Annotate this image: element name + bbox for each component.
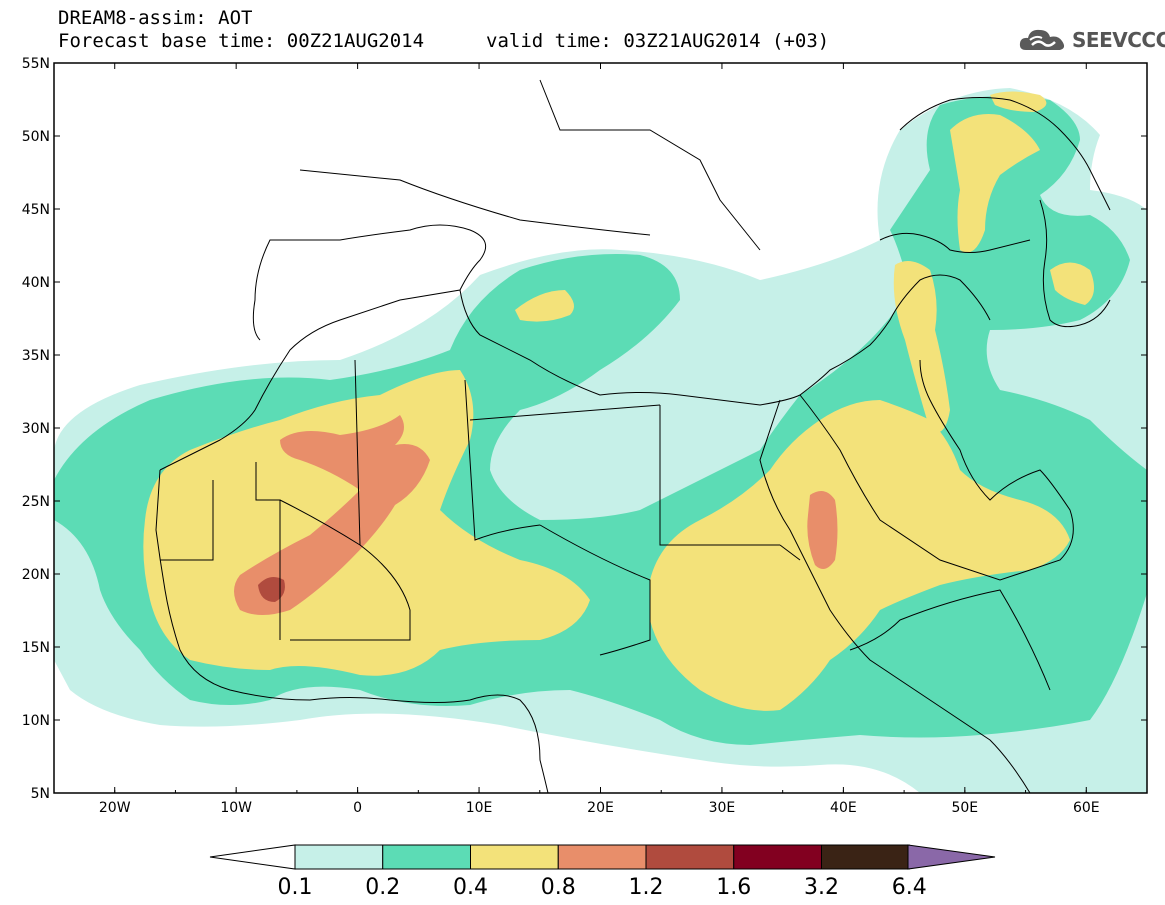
colorbar-over-arrow bbox=[907, 844, 996, 870]
colorbar-label: 6.4 bbox=[892, 875, 927, 900]
lat-tick-label: 10N bbox=[22, 713, 50, 729]
lon-tick-label: 60E bbox=[1073, 800, 1100, 816]
colorbar: 0.1 0.2 0.4 0.8 1.2 1.6 3.2 6.4 bbox=[209, 844, 996, 900]
lon-tick-label: 20W bbox=[99, 800, 131, 816]
coastlines bbox=[155, 97, 1111, 793]
country-borders bbox=[160, 79, 1051, 691]
lat-tick-label: 50N bbox=[22, 129, 50, 145]
lon-tick-label: 50E bbox=[951, 800, 978, 816]
lat-tick-label: 35N bbox=[22, 348, 50, 364]
lat-tick-label: 30N bbox=[22, 421, 50, 437]
colorbar-box bbox=[733, 844, 822, 870]
aot-level-0.8 bbox=[234, 415, 838, 615]
seevccc-logo: SEEVCCC bbox=[1018, 25, 1165, 55]
colorbar-label: 0.8 bbox=[541, 875, 576, 900]
colorbar-box bbox=[557, 844, 647, 870]
map-title: DREAM8-assim: AOT bbox=[58, 7, 253, 29]
latitude-axis: 55N 50N 45N 40N 35N 30N 25N 20N 15N 10N 5N bbox=[22, 56, 1147, 802]
base-time-text: Forecast base time: 00Z21AUG2014 bbox=[58, 30, 425, 52]
lat-tick-label: 45N bbox=[22, 202, 50, 218]
valid-time-text: valid time: 03Z21AUG2014 (+03) bbox=[486, 30, 830, 52]
longitude-axis: 20W 10W 0 10E 20E 30E 40E 50E 60E bbox=[53, 63, 1148, 816]
lat-tick-label: 20N bbox=[22, 567, 50, 583]
logo-text: SEEVCCC bbox=[1072, 28, 1165, 52]
lon-tick-label: 40E bbox=[830, 800, 857, 816]
lon-tick-label: 20E bbox=[587, 800, 614, 816]
colorbar-box bbox=[294, 844, 384, 870]
colorbar-label: 0.4 bbox=[453, 875, 488, 900]
colorbar-box bbox=[645, 844, 735, 870]
colorbar-label: 0.2 bbox=[365, 875, 400, 900]
colorbar-label: 1.2 bbox=[629, 875, 664, 900]
colorbar-label: 0.1 bbox=[278, 875, 313, 900]
colorbar-label: 3.2 bbox=[804, 875, 839, 900]
colorbar-label: 1.6 bbox=[716, 875, 751, 900]
aot-field bbox=[54, 79, 1147, 793]
lat-tick-label: 5N bbox=[31, 786, 50, 802]
lat-tick-label: 40N bbox=[22, 275, 50, 291]
lat-tick-label: 25N bbox=[22, 494, 50, 510]
colorbar-box bbox=[470, 844, 559, 870]
lat-tick-label: 15N bbox=[22, 640, 50, 656]
lat-tick-label: 55N bbox=[22, 56, 50, 72]
colorbar-box bbox=[382, 844, 471, 870]
cloud-icon bbox=[1019, 29, 1065, 50]
lon-tick-label: 10E bbox=[466, 800, 493, 816]
lon-tick-label: 0 bbox=[353, 800, 362, 816]
colorbar-under-arrow bbox=[209, 844, 296, 870]
aot-level-1.2 bbox=[258, 576, 285, 602]
colorbar-box bbox=[821, 844, 910, 870]
forecast-time-line: Forecast base time: 00Z21AUG2014 valid ti… bbox=[58, 31, 829, 52]
lon-tick-label: 30E bbox=[709, 800, 736, 816]
lon-tick-label: 10W bbox=[220, 800, 252, 816]
